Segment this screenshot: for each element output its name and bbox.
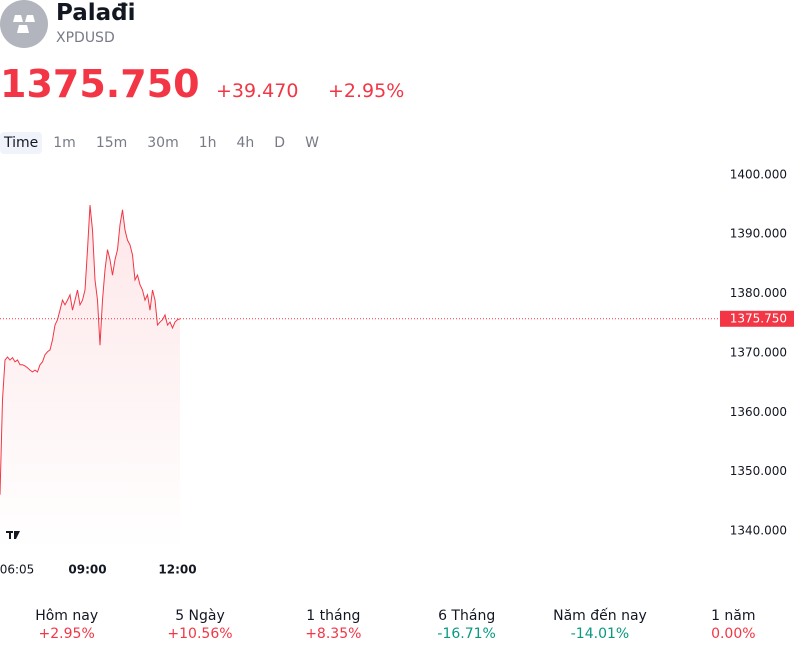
period-change: -16.71% bbox=[437, 626, 496, 642]
title: Palađi bbox=[56, 0, 136, 26]
x-tick-label: 09:00 bbox=[68, 563, 106, 577]
interval-tabs: Time 1m 15m 30m 1h 4h D W bbox=[0, 132, 330, 154]
performance-cell[interactable]: 6 Tháng -16.71% bbox=[400, 608, 533, 642]
period-label: 1 tháng bbox=[306, 608, 361, 624]
period-change: +10.56% bbox=[167, 626, 233, 642]
performance-cell[interactable]: Năm đến nay -14.01% bbox=[533, 608, 666, 642]
symbol: XPDUSD bbox=[56, 30, 115, 46]
interval-tab[interactable]: 30m bbox=[147, 135, 179, 151]
interval-tab[interactable]: W bbox=[305, 135, 319, 151]
period-label: 1 năm bbox=[711, 608, 756, 624]
y-tick-label: 1340.000 bbox=[730, 524, 787, 538]
price: 1375.750 bbox=[0, 62, 200, 106]
interval-tab[interactable]: 15m bbox=[95, 135, 128, 151]
y-tick-label: 1390.000 bbox=[730, 227, 787, 241]
period-label: Năm đến nay bbox=[553, 608, 647, 624]
y-tick-label: 1360.000 bbox=[730, 405, 787, 419]
y-tick-label: 1370.000 bbox=[730, 345, 787, 359]
y-tick-label: 1400.000 bbox=[730, 167, 787, 181]
last-price-label: 1375.750 bbox=[730, 311, 787, 325]
y-tick-label: 1350.000 bbox=[730, 464, 787, 478]
change-percent: +2.95% bbox=[328, 80, 405, 102]
x-tick-label: 12:00 bbox=[158, 563, 196, 577]
change: +39.470 bbox=[216, 80, 299, 102]
performance: Hôm nay +2.95% 5 Ngày +10.56% 1 tháng +8.35% 6… bbox=[0, 608, 800, 642]
period-change: +2.95% bbox=[38, 626, 95, 642]
period-change: +8.35% bbox=[305, 626, 362, 642]
period-change: -14.01% bbox=[570, 626, 630, 642]
interval-tab[interactable]: Time bbox=[0, 132, 43, 154]
symbol-icon bbox=[0, 0, 48, 48]
period-label: Hôm nay bbox=[35, 608, 99, 624]
area bbox=[0, 205, 180, 551]
icon-art bbox=[13, 15, 35, 33]
last-price-tag bbox=[720, 310, 794, 327]
period-change: 0.00% bbox=[711, 626, 756, 642]
interval-tab[interactable]: 4h bbox=[236, 135, 255, 151]
chart: 1340.000 1350.000 1360.000 1370.000 1380.000… bbox=[0, 167, 794, 577]
x-tick-label: 06:05 bbox=[0, 563, 34, 577]
interval-tab[interactable]: D bbox=[274, 135, 286, 151]
period-label: 5 Ngày bbox=[175, 608, 225, 624]
performance-cell[interactable]: 5 Ngày +10.56% bbox=[133, 608, 266, 642]
interval-tab[interactable]: 1h bbox=[198, 135, 217, 151]
price-line bbox=[0, 205, 181, 495]
performance-cell[interactable]: 1 tháng +8.35% bbox=[267, 608, 400, 642]
interval-tab[interactable]: 1m bbox=[53, 135, 76, 151]
performance-cell[interactable]: Hôm nay +2.95% bbox=[0, 608, 133, 642]
performance-cell[interactable]: 1 năm 0.00% bbox=[667, 608, 800, 642]
period-label: 6 Tháng bbox=[438, 608, 496, 624]
y-tick-label: 1380.000 bbox=[730, 286, 787, 300]
